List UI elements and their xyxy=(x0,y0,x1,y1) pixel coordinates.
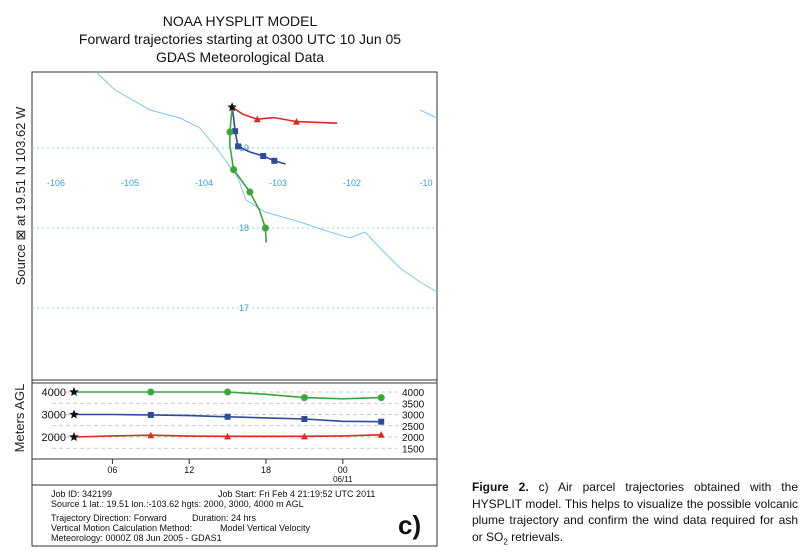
profile-start-star xyxy=(69,409,79,419)
profile-x-tick-00: 00 xyxy=(338,465,348,475)
meteorology-info: Meteorology: 0000Z 08 Jun 2005 - GDAS1 xyxy=(51,533,222,543)
trajectory-marker-green xyxy=(230,166,238,174)
profile-left-tick-2000: 2000 xyxy=(42,432,66,444)
profile-y-axis-label: Meters AGL xyxy=(12,384,27,453)
trajectory-marker-blue xyxy=(232,128,239,135)
footer-frame xyxy=(31,484,438,547)
lon-label: -106 xyxy=(47,178,65,188)
profile-series xyxy=(69,387,385,441)
profile-right-tick-1500: 1500 xyxy=(402,444,425,455)
caption-tail: retrievals. xyxy=(507,529,564,544)
profile-marker-blue xyxy=(147,411,154,418)
profile-marker-green xyxy=(377,394,385,402)
trajectory-duration: Duration: 24 hrs xyxy=(192,513,257,523)
lon-label: -105 xyxy=(121,178,139,188)
profile-right-tick-2500: 2500 xyxy=(402,422,425,433)
lon-label: -10 xyxy=(419,178,432,188)
profile-left-tick-4000: 4000 xyxy=(42,387,66,399)
trajectory-red xyxy=(231,106,338,124)
profile-marker-blue xyxy=(301,416,308,422)
trajectory-blue xyxy=(231,107,286,165)
trajectory-marker-red xyxy=(293,118,300,125)
figure-frame xyxy=(31,71,438,547)
trajectory-marker-blue xyxy=(260,153,267,159)
map-frame xyxy=(31,71,438,381)
map-y-axis-label: Source ⊠ at 19.51 N 103.62 W xyxy=(13,106,28,285)
trajectory-marker-red xyxy=(253,115,261,123)
profile-right-tick-2000: 2000 xyxy=(402,433,425,444)
job-start: Job Start: Fri Feb 4 21:19:52 UTC 2011 xyxy=(218,489,376,499)
profile-marker-blue xyxy=(224,413,231,420)
chart-title: NOAA HYSPLIT MODEL xyxy=(162,13,318,29)
profile-grid xyxy=(52,391,398,464)
coastline-fragment xyxy=(419,109,438,119)
trajectory-marker-blue xyxy=(235,143,242,150)
panel-letter: c) xyxy=(398,510,422,540)
lat-label: 18 xyxy=(239,223,249,233)
trajectory-marker-blue xyxy=(271,157,278,164)
profile-marker-green xyxy=(224,388,232,396)
map-geography xyxy=(95,71,438,293)
profile-left-tick-3000: 3000 xyxy=(42,410,66,422)
lat-label: 17 xyxy=(239,303,249,313)
profile-marker-red xyxy=(377,431,385,438)
profile-right-tick-3500: 3500 xyxy=(402,399,425,410)
data-source-label: GDAS Meteorological Data xyxy=(155,49,325,65)
caption-subscript: 2 xyxy=(503,536,508,546)
profile-start-star xyxy=(69,432,79,441)
profile-x-tick-18: 18 xyxy=(261,465,271,475)
profile-start-star xyxy=(69,387,79,396)
profile-date-label: 06/11 xyxy=(333,475,353,484)
profile-marker-green xyxy=(300,394,308,402)
vertical-method-label: Vertical Motion Calculation Method: xyxy=(51,523,193,533)
trajectory-direction: Trajectory Direction: Forward xyxy=(51,513,167,523)
figure-caption: Figure 2. c) Air parcel trajectories obt… xyxy=(472,479,798,550)
profile-frame xyxy=(31,382,438,460)
profile-right-tick-3000: 3000 xyxy=(402,411,425,422)
caption-text: c) Air parcel trajectories obtained with… xyxy=(472,480,798,544)
profile-marker-red xyxy=(224,432,232,440)
map-trajectories xyxy=(226,102,338,243)
profile-x-tick-12: 12 xyxy=(184,465,194,475)
lon-label: -103 xyxy=(269,178,287,188)
caption-label: Figure 2. xyxy=(472,480,529,494)
map-labels: -106 -105 -104 -103 -102 -10 19 18 17 xyxy=(47,143,433,313)
profile-marker-red xyxy=(300,432,308,440)
lon-label: -102 xyxy=(343,178,361,188)
coastline xyxy=(95,71,438,293)
lat-label: 19 xyxy=(239,143,249,153)
vertical-method-value: Model Vertical Velocity xyxy=(220,523,311,533)
profile-marker-green xyxy=(147,388,155,396)
trajectory-marker-green xyxy=(246,188,254,196)
lon-label: -104 xyxy=(195,178,213,188)
source-star xyxy=(227,102,237,112)
profile-marker-blue xyxy=(378,418,385,425)
source-info: Source 1 lat.: 19.51 lon.:-103.62 hgts: … xyxy=(51,499,304,509)
profile-right-tick-4000: 4000 xyxy=(402,388,425,399)
trajectory-map: -106 -105 -104 -103 -102 -10 19 18 17 Source ⊠ a… xyxy=(13,71,438,381)
chart-subtitle: Forward trajectories starting at 0300 UT… xyxy=(78,31,402,47)
profile-marker-red xyxy=(147,431,155,439)
job-id: Job ID: 342199 xyxy=(51,489,113,499)
profile-x-tick-06: 06 xyxy=(107,465,117,475)
trajectory-marker-green xyxy=(226,128,234,136)
trajectory-marker-green xyxy=(261,224,269,232)
